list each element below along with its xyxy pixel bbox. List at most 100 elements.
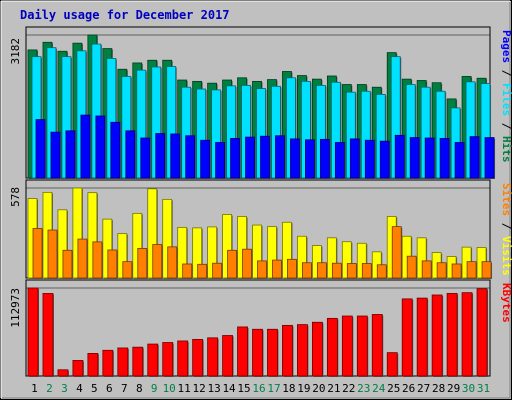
- panel-2: 578 Sites / Visits: [9, 179, 512, 279]
- bar-kbytes-29: [446, 293, 458, 377]
- bar-sites-13: [212, 262, 223, 279]
- bar-visits-8: [132, 212, 143, 279]
- bar-visits-13: [207, 226, 218, 279]
- bar-visits-14: [222, 214, 232, 279]
- x-label-day: 6: [106, 382, 113, 395]
- x-label-day: 19: [297, 382, 310, 395]
- bar-pages-9: [155, 133, 166, 179]
- bar-kbytes-6: [102, 349, 114, 377]
- bar-pages-27: [424, 137, 435, 179]
- x-label-day: 24: [372, 382, 386, 395]
- x-label-day: 10: [163, 382, 176, 395]
- right-legend-text: Sites / Visits: [500, 183, 512, 276]
- legend-separator: /: [500, 63, 512, 83]
- bar-kbytes-24: [371, 314, 383, 377]
- bar-pages-2: [50, 131, 61, 179]
- x-label-day: 2: [46, 382, 53, 395]
- bar-visits-19: [297, 235, 307, 279]
- bar-kbytes-16: [252, 328, 263, 377]
- y-max-label: 3182: [9, 38, 22, 65]
- bar-sites-29: [451, 263, 462, 279]
- bar-kbytes-3: [57, 369, 69, 377]
- bar-kbytes-18: [282, 324, 293, 377]
- bar-kbytes-25: [386, 352, 398, 377]
- bar-pages-8: [140, 137, 151, 179]
- legend-files: Files: [500, 83, 512, 116]
- bar-sites-23: [361, 263, 372, 279]
- bar-kbytes-17: [267, 328, 278, 377]
- bar-pages-3: [65, 130, 76, 179]
- x-label-day: 21: [327, 382, 340, 395]
- bar-sites-27: [421, 260, 432, 279]
- bar-sites-8: [137, 248, 148, 279]
- bar-pages-26: [409, 137, 420, 179]
- bar-kbytes-10: [162, 342, 174, 377]
- bar-kbytes-14: [222, 335, 233, 377]
- right-legend: Sites / Visits: [500, 183, 512, 276]
- bar-sites-22: [346, 263, 357, 279]
- bar-visits-9: [147, 188, 158, 279]
- bar-pages-30: [469, 136, 480, 179]
- bar-pages-16: [260, 135, 270, 179]
- bar-kbytes-12: [192, 338, 204, 377]
- bar-sites-18: [287, 258, 297, 279]
- x-axis-labels: 1 2 3 4 5 6 7 8 9 10 11 12 13 14 15 16 17 18 19 20 21 22 23 24 2…: [31, 382, 490, 395]
- bar-sites-12: [197, 263, 208, 279]
- bar-pages-14: [230, 138, 240, 179]
- bar-visits-12: [192, 227, 203, 279]
- bar-pages-20: [319, 138, 330, 179]
- bar-pages-12: [200, 139, 211, 179]
- bar-kbytes-8: [132, 346, 144, 377]
- bar-kbytes-23: [356, 315, 368, 377]
- bar-pages-13: [215, 142, 226, 179]
- x-label-day: 16: [252, 382, 265, 395]
- bar-kbytes-1: [27, 287, 39, 377]
- bar-pages-7: [125, 130, 136, 179]
- bar-sites-10: [167, 246, 178, 279]
- bar-pages-4: [80, 114, 91, 179]
- bar-kbytes-7: [117, 347, 129, 377]
- bar-sites-5: [92, 241, 103, 279]
- bar-sites-25: [391, 226, 402, 279]
- chart-panels: 3182 Pages / Files / Hits 578 Sites / Visit…: [9, 26, 512, 377]
- series-files: [31, 43, 492, 180]
- series-kbytes: [27, 287, 489, 377]
- bar-visits-17: [267, 226, 277, 279]
- bar-pages-29: [454, 142, 465, 179]
- bar-sites-26: [406, 255, 417, 279]
- bar-sites-4: [77, 238, 88, 279]
- x-label-day: 4: [76, 382, 83, 395]
- bar-kbytes-11: [177, 340, 189, 377]
- x-label-day: 17: [267, 382, 280, 395]
- bar-pages-1: [35, 119, 46, 179]
- legend-hits: Hits: [500, 136, 512, 163]
- bar-sites-28: [436, 262, 447, 279]
- bar-kbytes-2: [42, 293, 54, 377]
- bar-sites-17: [272, 259, 282, 279]
- bar-kbytes-26: [401, 298, 413, 377]
- bar-pages-6: [110, 121, 121, 179]
- x-label-day: 9: [151, 382, 158, 395]
- bar-visits-20: [311, 245, 322, 279]
- bar-visits-5: [87, 192, 98, 279]
- bar-pages-10: [170, 133, 181, 179]
- x-label-day: 27: [417, 382, 430, 395]
- x-label-day: 3: [61, 382, 68, 395]
- bar-kbytes-9: [147, 343, 159, 377]
- bar-pages-28: [439, 138, 450, 179]
- chart-title: Daily usage for December 2017: [20, 8, 230, 22]
- bar-visits-21: [326, 237, 337, 279]
- bar-pages-19: [305, 139, 315, 179]
- bar-sites-1: [32, 228, 43, 279]
- x-label-day: 14: [222, 382, 236, 395]
- bar-kbytes-19: [297, 324, 308, 377]
- legend-pages: Pages: [500, 30, 512, 63]
- bar-sites-2: [47, 229, 58, 279]
- legend-kbytes: KBytes: [500, 283, 512, 323]
- bar-kbytes-31: [476, 288, 488, 377]
- y-max-label: 112973: [9, 288, 22, 328]
- x-label-day: 15: [237, 382, 250, 395]
- bar-kbytes-21: [326, 317, 338, 377]
- bar-visits-10: [162, 198, 173, 279]
